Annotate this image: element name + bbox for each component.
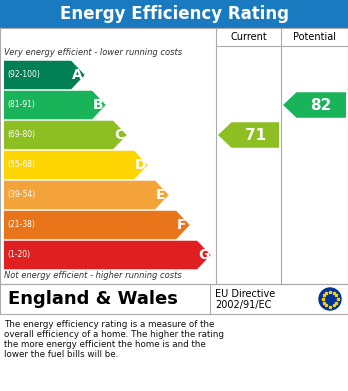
Text: The energy efficiency rating is a measure of the: The energy efficiency rating is a measur… <box>4 320 214 329</box>
Text: EU Directive: EU Directive <box>215 289 275 299</box>
Polygon shape <box>4 61 85 89</box>
Polygon shape <box>4 121 127 149</box>
Text: A: A <box>72 68 83 82</box>
Text: B: B <box>93 98 104 112</box>
Polygon shape <box>4 151 148 179</box>
Bar <box>0 0 348 28</box>
Text: E: E <box>156 188 166 202</box>
Text: 71: 71 <box>245 127 266 142</box>
Polygon shape <box>283 92 346 118</box>
Polygon shape <box>218 122 279 148</box>
Polygon shape <box>4 211 190 239</box>
Polygon shape <box>4 241 211 269</box>
Text: lower the fuel bills will be.: lower the fuel bills will be. <box>4 350 118 359</box>
Text: overall efficiency of a home. The higher the rating: overall efficiency of a home. The higher… <box>4 330 224 339</box>
Text: (1-20): (1-20) <box>7 251 30 260</box>
Text: G: G <box>198 248 209 262</box>
Text: England & Wales: England & Wales <box>8 290 178 308</box>
Text: the more energy efficient the home is and the: the more energy efficient the home is an… <box>4 340 206 349</box>
Text: F: F <box>177 218 187 232</box>
Text: Very energy efficient - lower running costs: Very energy efficient - lower running co… <box>4 48 182 57</box>
Text: Potential: Potential <box>293 32 336 42</box>
Text: 82: 82 <box>310 97 332 113</box>
Polygon shape <box>4 181 169 209</box>
Text: (39-54): (39-54) <box>7 190 35 199</box>
Polygon shape <box>4 91 106 119</box>
Text: 2002/91/EC: 2002/91/EC <box>215 300 271 310</box>
Text: Energy Efficiency Rating: Energy Efficiency Rating <box>60 5 288 23</box>
Text: Current: Current <box>230 32 267 42</box>
Bar <box>0 284 348 314</box>
Bar <box>0 28 348 284</box>
Text: Not energy efficient - higher running costs: Not energy efficient - higher running co… <box>4 271 182 280</box>
Circle shape <box>319 288 341 310</box>
Text: (81-91): (81-91) <box>7 100 35 109</box>
Text: (69-80): (69-80) <box>7 131 35 140</box>
Text: D: D <box>135 158 147 172</box>
Text: C: C <box>114 128 125 142</box>
Text: (92-100): (92-100) <box>7 70 40 79</box>
Text: (21-38): (21-38) <box>7 221 35 230</box>
Text: (55-68): (55-68) <box>7 160 35 170</box>
